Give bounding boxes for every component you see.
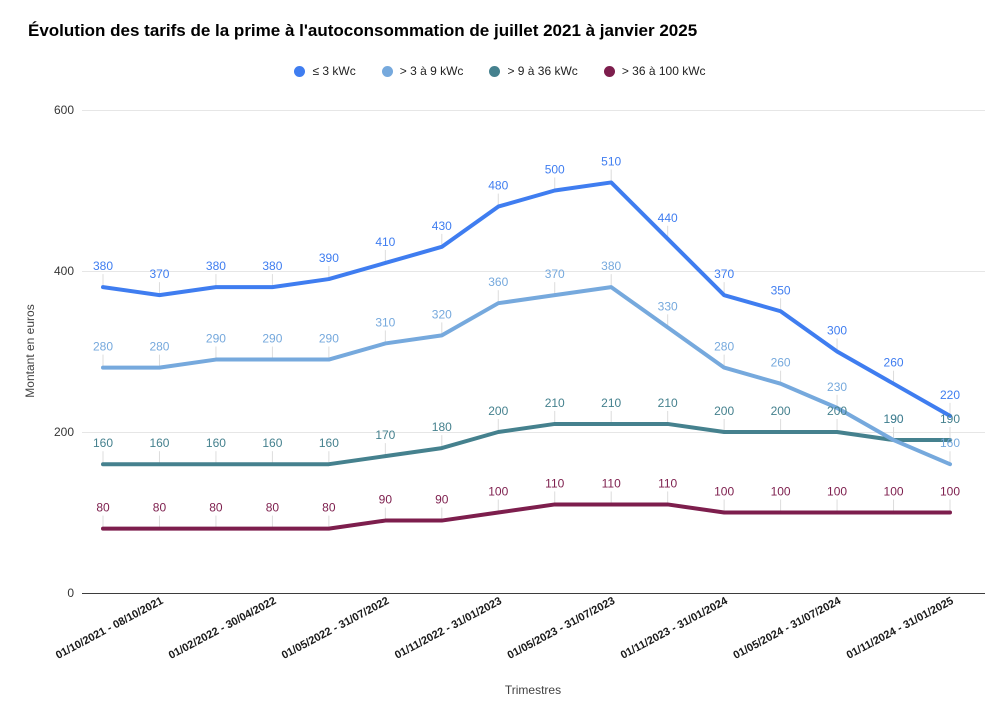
data-point-label: 360 [488, 275, 508, 289]
data-point-label: 320 [432, 307, 452, 321]
legend-item-0: ≤ 3 kWc [294, 64, 356, 78]
data-point-label: 100 [488, 485, 508, 499]
data-point-label: 90 [435, 493, 449, 507]
data-point-label: 370 [545, 267, 565, 281]
y-tick-label: 200 [54, 425, 74, 439]
data-point-label: 510 [601, 154, 621, 168]
data-point-label: 280 [714, 340, 734, 354]
data-point-label: 410 [375, 235, 395, 249]
data-point-label: 100 [884, 485, 904, 499]
data-point-label: 200 [714, 404, 734, 418]
data-point-label: 330 [658, 299, 678, 313]
data-point-label: 170 [375, 428, 395, 442]
x-tick-label: 01/05/2024 - 31/07/2024 [731, 595, 843, 662]
legend-item-3: > 36 à 100 kWc [603, 64, 706, 78]
series-line-2 [101, 421, 952, 467]
legend: ≤ 3 kWc > 3 à 9 kWc > 9 à 36 kWc > 36 à 100… [0, 64, 1000, 78]
data-point-label: 160 [206, 436, 226, 450]
x-tick-label: 01/05/2023 - 31/07/2023 [506, 595, 617, 662]
legend-label: > 3 à 9 kWc [399, 64, 464, 78]
data-point-label: 310 [375, 315, 395, 329]
data-point-label: 390 [319, 251, 339, 265]
data-point-label: 190 [884, 412, 904, 426]
chart-title: Évolution des tarifs de la prime à l'aut… [28, 21, 698, 40]
data-point-label: 160 [262, 436, 282, 450]
legend-swatch-icon [381, 65, 393, 77]
data-point-label: 260 [771, 356, 791, 370]
data-point-label: 160 [319, 436, 339, 450]
data-point-label: 100 [940, 485, 960, 499]
data-point-label: 280 [149, 340, 169, 354]
data-point-label: 260 [884, 356, 904, 370]
data-point-label: 100 [714, 485, 734, 499]
data-point-label: 90 [379, 493, 393, 507]
data-point-label: 440 [658, 211, 678, 225]
data-point-label: 380 [601, 259, 621, 273]
data-point-label: 230 [827, 380, 847, 394]
data-point-label: 280 [93, 340, 113, 354]
data-point-label: 160 [149, 436, 169, 450]
data-point-label: 200 [827, 404, 847, 418]
data-point-label: 290 [262, 332, 282, 346]
data-point-label: 80 [153, 501, 167, 515]
legend-label: > 36 à 100 kWc [621, 64, 706, 78]
legend-swatch-icon [603, 65, 615, 77]
data-point-label: 300 [827, 324, 847, 338]
x-tick-label: 01/05/2022 - 31/07/2022 [280, 595, 391, 662]
data-point-label: 100 [771, 485, 791, 499]
data-point-label: 200 [488, 404, 508, 418]
y-tick-label: 400 [54, 264, 74, 278]
data-point-label: 190 [884, 412, 904, 426]
data-point-label: 160 [940, 436, 960, 450]
data-point-label: 80 [266, 501, 280, 515]
data-point-label: 110 [602, 476, 621, 490]
data-point-label: 160 [93, 436, 113, 450]
data-point-label: 430 [432, 219, 452, 233]
x-tick-label: 01/11/2023 - 31/01/2024 [619, 595, 731, 662]
legend-label: > 9 à 36 kWc [507, 64, 578, 78]
legend-item-1: > 3 à 9 kWc [381, 64, 464, 78]
data-point-label: 290 [206, 332, 226, 346]
data-point-label: 190 [940, 412, 960, 426]
x-tick-label: 01/11/2022 - 31/01/2023 [393, 595, 504, 662]
y-tick-label: 600 [54, 103, 74, 117]
series-line-3 [101, 502, 952, 531]
data-point-label: 80 [209, 501, 223, 515]
data-point-label: 210 [658, 396, 678, 410]
x-tick-label: 01/02/2022 - 30/04/2022 [167, 595, 278, 662]
data-point-label: 370 [714, 267, 734, 281]
data-point-label: 80 [96, 501, 110, 515]
data-point-label: 180 [432, 420, 452, 434]
x-axis-title: Trimestres [504, 683, 562, 697]
data-point-label: 110 [545, 476, 564, 490]
data-point-label: 220 [940, 388, 960, 402]
data-point-label: 380 [93, 259, 113, 273]
data-point-label: 370 [149, 267, 169, 281]
y-tick-label: 0 [67, 586, 74, 600]
data-point-label: 380 [262, 259, 282, 273]
x-tick-label: 01/10/2021 - 08/10/2021 [54, 595, 165, 662]
legend-swatch-icon [294, 65, 306, 77]
legend-label: ≤ 3 kWc [312, 64, 356, 78]
data-point-label: 500 [545, 163, 565, 177]
data-point-label: 80 [322, 501, 336, 515]
data-point-label: 350 [771, 283, 791, 297]
data-point-label: 210 [545, 396, 565, 410]
data-point-label: 290 [319, 332, 339, 346]
data-point-label: 200 [771, 404, 791, 418]
data-point-label: 480 [488, 179, 508, 193]
series-line-1 [101, 285, 952, 467]
x-tick-label: 01/11/2024 - 31/01/2025 [845, 595, 956, 662]
series-line-0 [101, 180, 952, 418]
data-point-label: 380 [206, 259, 226, 273]
legend-swatch-icon [489, 65, 501, 77]
data-point-label: 210 [601, 396, 621, 410]
data-point-label: 110 [658, 476, 677, 490]
legend-item-2: > 9 à 36 kWc [489, 64, 578, 78]
data-point-label: 100 [827, 485, 847, 499]
